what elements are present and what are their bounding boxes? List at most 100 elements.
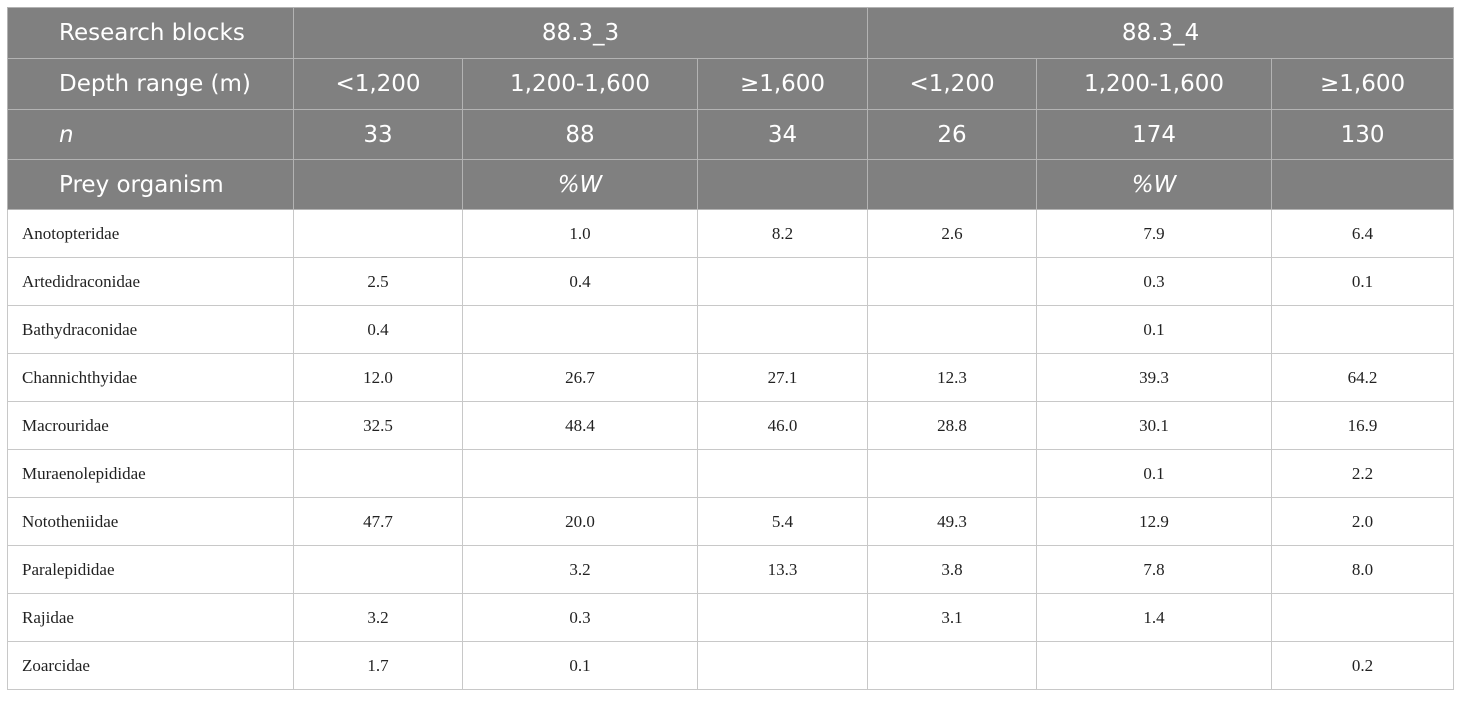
value-cell <box>462 305 698 354</box>
table-body: Anotopteridae 1.0 8.2 2.6 7.9 6.4 Artedidracon… <box>7 209 1455 690</box>
header-cell: 88.3_4 <box>867 7 1455 59</box>
value-cell <box>867 449 1038 498</box>
value-cell: 0.3 <box>1036 257 1273 306</box>
body-row: Bathydraconidae 0.4 0.1 <box>7 305 1455 354</box>
header-row: n 33 88 34 26 174 130 <box>7 109 1455 160</box>
header-cell: 33 <box>293 109 463 160</box>
value-cell: 46.0 <box>696 401 869 450</box>
value-cell: 0.3 <box>462 593 698 642</box>
header-cell: %W <box>462 159 698 210</box>
body-row: Zoarcidae 1.7 0.1 0.2 <box>7 641 1455 690</box>
value-cell: 7.9 <box>1036 209 1273 258</box>
value-cell: 5.4 <box>696 497 869 546</box>
value-cell: 1.0 <box>462 209 698 258</box>
value-cell <box>462 449 698 498</box>
value-cell: 1.4 <box>1036 593 1273 642</box>
value-cell: 0.1 <box>1271 257 1455 306</box>
data-table: Research blocks 88.3_3 88.3_4 Depth range (… <box>7 7 1455 690</box>
header-cell <box>696 159 869 210</box>
value-cell: 0.1 <box>462 641 698 690</box>
value-cell: 30.1 <box>1036 401 1273 450</box>
header-row: Depth range (m) <1,200 1,200-1,600 ≥1,600 <1… <box>7 58 1455 110</box>
value-cell: 16.9 <box>1271 401 1455 450</box>
value-cell <box>1271 305 1455 354</box>
header-cell: 88.3_3 <box>292 7 869 59</box>
header-cell: 174 <box>1036 109 1273 160</box>
row-label: Artedidraconidae <box>7 257 294 306</box>
value-cell: 3.1 <box>867 593 1038 642</box>
row-label: Rajidae <box>7 593 294 642</box>
value-cell: 64.2 <box>1271 353 1455 402</box>
header-cell: <1,200 <box>293 58 463 110</box>
value-cell: 0.2 <box>1271 641 1455 690</box>
value-cell: 0.4 <box>462 257 698 306</box>
header-row: Research blocks 88.3_3 88.3_4 <box>7 7 1455 59</box>
value-cell <box>1036 641 1273 690</box>
value-cell: 1.7 <box>293 641 463 690</box>
table-header: Research blocks 88.3_3 88.3_4 Depth range (… <box>7 7 1455 210</box>
header-cell: ≥1,600 <box>696 58 869 110</box>
value-cell <box>867 641 1038 690</box>
value-cell: 2.0 <box>1271 497 1455 546</box>
value-cell: 3.2 <box>462 545 698 594</box>
header-cell: Prey organism <box>7 159 294 210</box>
value-cell: 0.1 <box>1036 449 1273 498</box>
value-cell <box>293 545 463 594</box>
value-cell: 2.5 <box>293 257 463 306</box>
value-cell <box>696 305 869 354</box>
header-cell <box>1271 159 1455 210</box>
body-row: Muraenolepididae 0.1 2.2 <box>7 449 1455 498</box>
header-cell: Depth range (m) <box>7 58 294 110</box>
row-label: Channichthyidae <box>7 353 294 402</box>
row-label: Anotopteridae <box>7 209 294 258</box>
value-cell: 0.1 <box>1036 305 1273 354</box>
value-cell: 49.3 <box>867 497 1038 546</box>
value-cell: 39.3 <box>1036 353 1273 402</box>
value-cell: 48.4 <box>462 401 698 450</box>
body-row: Macrouridae 32.5 48.4 46.0 28.8 30.1 16.9 <box>7 401 1455 450</box>
value-cell: 0.4 <box>293 305 463 354</box>
value-cell: 3.8 <box>867 545 1038 594</box>
value-cell: 12.9 <box>1036 497 1273 546</box>
header-cell <box>293 159 463 210</box>
value-cell: 2.2 <box>1271 449 1455 498</box>
value-cell <box>696 593 869 642</box>
value-cell: 12.3 <box>867 353 1038 402</box>
value-cell <box>696 449 869 498</box>
value-cell <box>696 257 869 306</box>
body-row: Anotopteridae 1.0 8.2 2.6 7.9 6.4 <box>7 209 1455 258</box>
header-cell <box>867 159 1038 210</box>
body-row: Nototheniidae 47.7 20.0 5.4 49.3 12.9 2.0 <box>7 497 1455 546</box>
row-label: Bathydraconidae <box>7 305 294 354</box>
row-label: Nototheniidae <box>7 497 294 546</box>
header-cell: 1,200-1,600 <box>462 58 698 110</box>
header-cell: 26 <box>867 109 1038 160</box>
value-cell: 2.6 <box>867 209 1038 258</box>
header-cell: ≥1,600 <box>1271 58 1455 110</box>
value-cell <box>867 257 1038 306</box>
value-cell: 7.8 <box>1036 545 1273 594</box>
header-cell: 88 <box>462 109 698 160</box>
header-cell: 1,200-1,600 <box>1036 58 1273 110</box>
header-cell: %W <box>1036 159 1273 210</box>
value-cell: 12.0 <box>293 353 463 402</box>
body-row: Channichthyidae 12.0 26.7 27.1 12.3 39.3 64.2 <box>7 353 1455 402</box>
row-label: Macrouridae <box>7 401 294 450</box>
value-cell <box>867 305 1038 354</box>
value-cell: 28.8 <box>867 401 1038 450</box>
value-cell <box>293 209 463 258</box>
header-cell: n <box>7 109 294 160</box>
value-cell <box>293 449 463 498</box>
value-cell: 32.5 <box>293 401 463 450</box>
value-cell: 6.4 <box>1271 209 1455 258</box>
value-cell: 27.1 <box>696 353 869 402</box>
value-cell: 47.7 <box>293 497 463 546</box>
value-cell <box>1271 593 1455 642</box>
value-cell: 8.0 <box>1271 545 1455 594</box>
value-cell <box>696 641 869 690</box>
value-cell: 8.2 <box>696 209 869 258</box>
body-row: Paralepididae 3.2 13.3 3.8 7.8 8.0 <box>7 545 1455 594</box>
value-cell: 26.7 <box>462 353 698 402</box>
row-label: Zoarcidae <box>7 641 294 690</box>
